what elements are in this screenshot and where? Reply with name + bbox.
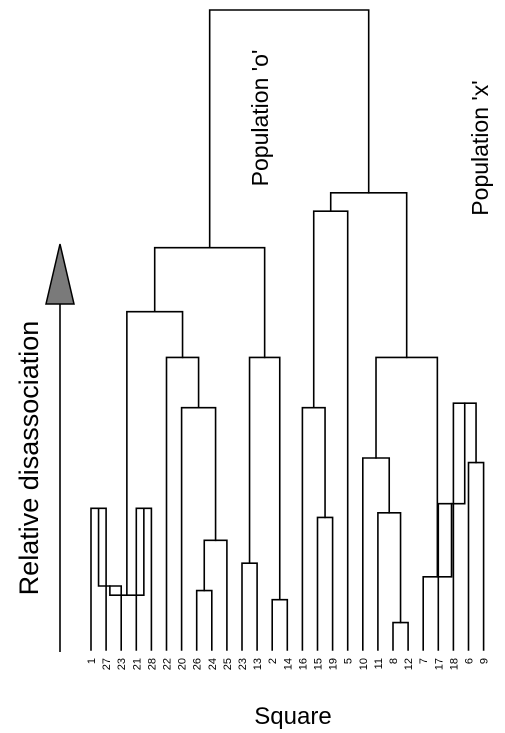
leaf-label: 12 (403, 658, 415, 670)
leaf-label: 8 (388, 658, 400, 664)
leaf-labels: 1 27 23 21 28 22 20 26 24 25 23 13 2 14 16 15 19 5 10 11 8 12… (86, 658, 491, 670)
dendrogram-link (126, 310, 184, 596)
leaf-label: 2 (267, 658, 279, 664)
dendrogram-link (301, 406, 326, 651)
leaf-label: 14 (282, 658, 294, 670)
leaf-label: 24 (207, 658, 219, 670)
leaf-label: 21 (131, 658, 143, 670)
leaf-label: 19 (328, 658, 340, 670)
dendrogram-link (316, 516, 334, 651)
leaf-label: 17 (433, 658, 445, 670)
dendrogram-links (90, 9, 485, 651)
dendrogram-link (375, 356, 439, 578)
dendrogram-link (203, 539, 228, 651)
leaf-label: 22 (162, 658, 174, 670)
leaf-label: 28 (146, 658, 158, 670)
dendrogram-link (312, 210, 349, 651)
dendrogram-link (392, 621, 409, 651)
population-o-label: Population 'o' (247, 50, 273, 187)
leaf-label: 20 (177, 658, 189, 670)
dendrogram-link (241, 562, 258, 651)
leaf-label: 11 (373, 658, 385, 669)
leaf-label: 7 (418, 658, 430, 664)
leaf-label: 6 (464, 658, 476, 664)
leaf-label: 23 (237, 658, 249, 670)
y-axis-arrow (45, 243, 75, 652)
population-x-label: Population 'x' (467, 80, 493, 215)
dendrogram-link (97, 507, 122, 651)
dendrogram-link (329, 192, 408, 359)
leaf-label: 26 (192, 658, 204, 670)
leaf-label: 25 (222, 658, 234, 670)
x-axis-title: Square (254, 703, 331, 730)
dendrogram-link (180, 406, 217, 651)
dendrogram-link (362, 457, 391, 651)
dendrogram-link (195, 589, 213, 651)
leaf-label: 1 (86, 658, 98, 664)
dendrogram-link (165, 356, 200, 651)
leaf-label: 18 (448, 658, 460, 670)
leaf-label: 27 (101, 658, 113, 670)
y-axis-title: Relative disassociation (14, 321, 44, 596)
leaf-label: 9 (479, 658, 491, 664)
leaf-label: 10 (358, 658, 370, 670)
leaf-label: 5 (343, 658, 355, 664)
leaf-label: 15 (313, 658, 325, 670)
leaf-label: 23 (116, 658, 128, 670)
dendrogram-link (208, 9, 370, 249)
dendrogram-link (467, 461, 485, 651)
y-axis-arrow-head (45, 243, 75, 305)
dendrogram-link (271, 598, 289, 651)
leaf-label: 16 (297, 658, 309, 670)
leaf-label: 13 (252, 658, 264, 670)
dendrogram-link (153, 246, 266, 359)
dendrogram-link (377, 512, 402, 651)
